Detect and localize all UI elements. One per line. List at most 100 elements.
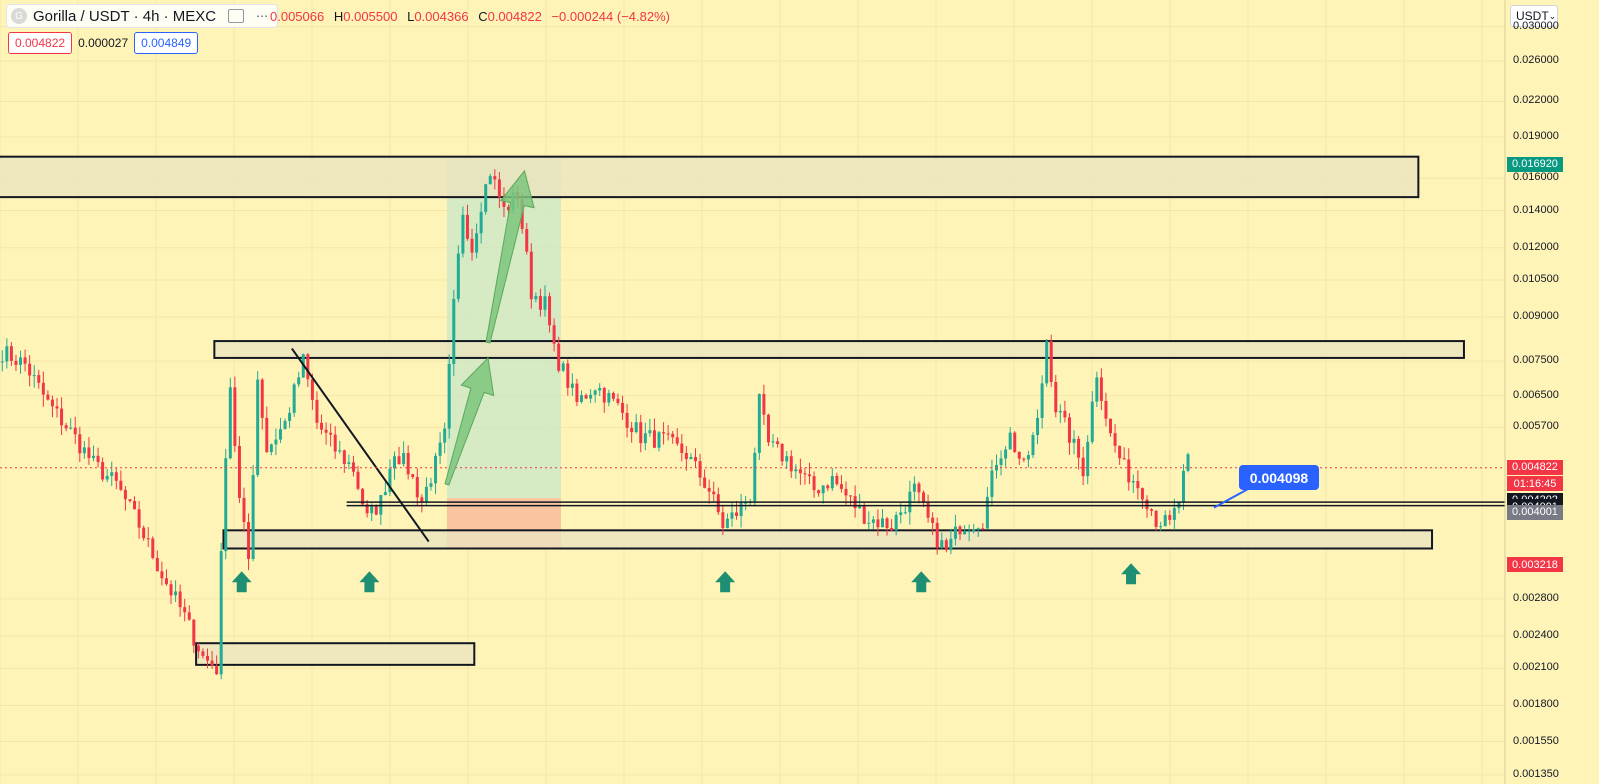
candle-body — [23, 357, 27, 364]
candle-body — [839, 484, 843, 489]
candle-body — [183, 607, 187, 613]
candle-body — [1145, 499, 1149, 510]
candle-body — [383, 492, 387, 495]
candle-body — [388, 468, 392, 493]
candle-body — [940, 540, 944, 548]
currency-value: USDT — [1516, 9, 1549, 23]
candle-body — [1036, 417, 1040, 436]
candle-body — [707, 487, 711, 492]
candle-body — [1163, 515, 1167, 527]
candle-body — [160, 571, 164, 579]
candle-body — [288, 412, 292, 421]
candle-body — [1109, 418, 1113, 434]
close-label: C — [478, 9, 488, 24]
candle-body — [703, 477, 707, 488]
candle-body — [684, 452, 688, 460]
candle-body — [1150, 509, 1154, 511]
candle-body — [1013, 432, 1017, 452]
candle-body — [538, 296, 542, 310]
price-axis-label: 0.026000 — [1513, 54, 1559, 67]
candle-body — [1045, 341, 1049, 384]
candle-body — [899, 512, 903, 516]
candle-body — [55, 406, 59, 409]
price-axis-label: 0.001350 — [1513, 767, 1559, 780]
candle-body — [351, 462, 355, 472]
candle-body — [776, 441, 780, 444]
candle-body — [292, 384, 296, 413]
candle-body — [1118, 445, 1122, 459]
buy-button[interactable]: 0.004849 — [134, 32, 199, 54]
price-axis-label: 0.012000 — [1513, 240, 1559, 253]
candle-body — [967, 530, 971, 532]
more-icon[interactable]: ⋯ — [256, 9, 270, 23]
open-value: 0.005066 — [270, 9, 325, 24]
candle-body — [242, 497, 246, 523]
candle-body — [28, 363, 32, 376]
candle-body — [465, 214, 469, 239]
candle-body — [652, 430, 656, 448]
symbol-title[interactable]: Gorilla / USDT · 4h · MEXC — [33, 7, 217, 25]
candle-body — [1040, 383, 1044, 418]
candle-body — [493, 176, 497, 180]
high-value: 0.005500 — [343, 9, 398, 24]
candle-body — [808, 474, 812, 477]
candle-body — [1063, 410, 1067, 418]
candle-body — [826, 485, 830, 489]
currency-selector[interactable]: USDT ⌄ — [1510, 5, 1558, 27]
candle-body — [96, 455, 100, 463]
candle-body — [534, 296, 538, 300]
close-value: 0.004822 — [487, 9, 542, 24]
candle-body — [935, 522, 939, 548]
candle-body — [1113, 433, 1117, 446]
price-tag: 01:16:45 — [1507, 476, 1563, 492]
candle-body — [461, 214, 465, 254]
price-tag: 0.004001 — [1507, 504, 1563, 520]
candle-body — [9, 346, 13, 361]
candle-body — [662, 432, 666, 434]
candle-body — [443, 428, 447, 443]
up-trend-arrow-icon — [444, 356, 495, 486]
candle-body — [885, 518, 889, 528]
candle-body — [201, 651, 205, 656]
sell-button[interactable]: 0.004822 — [8, 32, 73, 54]
candle-body — [411, 474, 415, 478]
flag-icon[interactable] — [228, 9, 245, 23]
candle-body — [215, 666, 219, 675]
candle-body — [876, 519, 880, 528]
candle-body — [890, 527, 894, 531]
candle-body — [178, 591, 182, 608]
ohlc-legend: 0.005066 H0.005500 L0.004366 C0.004822 −… — [270, 9, 670, 24]
chevron-down-icon: ⌄ — [1548, 10, 1557, 21]
candle-body — [110, 472, 114, 476]
candle-body — [735, 512, 739, 517]
price-axis-label: 0.022000 — [1513, 94, 1559, 107]
candle-body — [671, 433, 675, 438]
candle-body — [593, 390, 597, 395]
candle-body — [712, 491, 716, 495]
candle-body — [438, 442, 442, 456]
candle-body — [894, 515, 898, 531]
candle-body — [721, 512, 725, 529]
price-callout[interactable]: 0.004098 — [1239, 465, 1319, 490]
zone-rectangle — [0, 155, 1420, 199]
candle-body — [324, 429, 328, 433]
candle-body — [561, 363, 565, 371]
price-tag: 0.003218 — [1507, 557, 1563, 573]
candle-body — [616, 398, 620, 403]
candle-body — [698, 461, 702, 478]
candle-body — [379, 494, 383, 515]
candle-body — [666, 433, 670, 435]
candle-body — [151, 538, 155, 558]
price-axis-label: 0.014000 — [1513, 203, 1559, 216]
candle-body — [1049, 341, 1053, 382]
candle-body — [219, 551, 223, 675]
symbol-header[interactable]: G Gorilla / USDT · 4h · MEXC ⋯ — [6, 4, 279, 28]
candle-body — [137, 509, 141, 528]
candle-body — [356, 471, 360, 489]
candle-body — [922, 492, 926, 503]
candle-body — [1090, 401, 1094, 442]
candle-body — [849, 495, 853, 497]
price-axis-label: 0.010500 — [1513, 272, 1559, 285]
candle-body — [46, 394, 50, 400]
